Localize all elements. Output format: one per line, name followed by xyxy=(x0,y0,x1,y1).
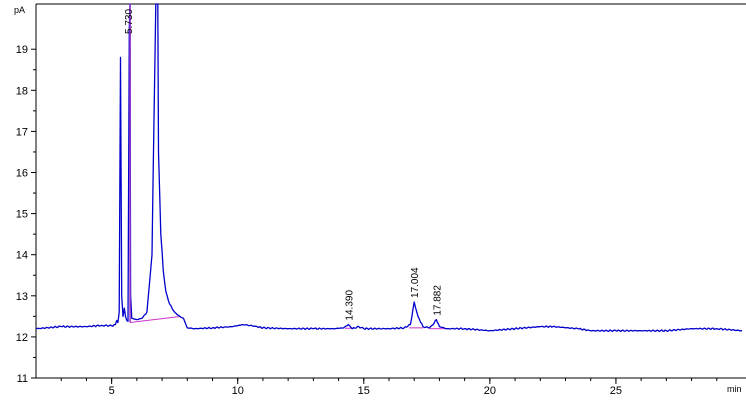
y-tick-label: 13 xyxy=(16,291,28,303)
x-tick-label: 20 xyxy=(484,385,496,397)
y-ticks: 11 12 13 14 15 16 17 18 19 xyxy=(16,44,36,385)
axes xyxy=(35,3,746,379)
x-tick-label: 10 xyxy=(232,385,244,397)
baseline-segment xyxy=(129,315,182,324)
series xyxy=(35,3,743,333)
x-tick-label: 15 xyxy=(358,385,370,397)
peak-label: 17.882 xyxy=(432,285,443,316)
peak-label: 5.730 xyxy=(124,9,135,34)
peak-label: 17.004 xyxy=(410,267,421,298)
x-tick-label: 5 xyxy=(109,385,115,397)
x-tick-label: 25 xyxy=(610,385,622,397)
y-tick-label: 15 xyxy=(16,209,28,221)
y-tick-label: 14 xyxy=(16,250,28,262)
y-unit-label: pA xyxy=(14,5,25,15)
x-unit-label: min xyxy=(727,384,742,394)
y-tick-label: 18 xyxy=(16,85,28,97)
peak-label: 14.390 xyxy=(344,290,355,321)
baselines xyxy=(129,315,445,330)
signal-trace xyxy=(35,3,743,333)
y-tick-label: 11 xyxy=(17,373,28,385)
y-tick-label: 16 xyxy=(16,168,28,180)
peak-labels: 5.730 14.390 17.004 17.882 xyxy=(124,9,443,321)
x-ticks: 5 10 15 20 25 xyxy=(60,378,718,397)
y-tick-label: 19 xyxy=(16,44,28,56)
y-tick-label: 12 xyxy=(16,332,28,344)
y-tick-label: 17 xyxy=(16,126,28,138)
